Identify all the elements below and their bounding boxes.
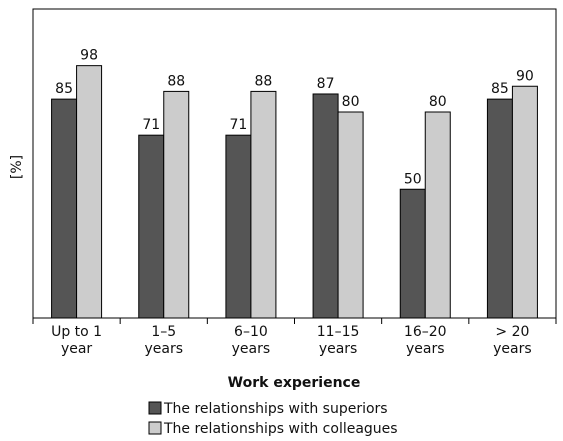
bar-superiors-5 — [486, 98, 513, 319]
data-label: 80 — [342, 94, 360, 110]
y-axis-title: [%] — [9, 155, 25, 179]
data-label: 71 — [142, 117, 160, 133]
bar-superiors-0 — [51, 98, 78, 319]
data-label: 87 — [317, 76, 335, 92]
legend-swatch — [148, 401, 162, 415]
x-tick-label: 1–5 — [151, 324, 176, 340]
data-label: 88 — [167, 73, 185, 89]
data-label: 71 — [230, 117, 248, 133]
bar-superiors-3 — [312, 93, 339, 319]
data-label: 98 — [80, 48, 98, 64]
x-tick-label: 11–15 — [317, 324, 360, 340]
x-tick-label: years — [144, 341, 183, 357]
x-tick-label: > 20 — [495, 324, 529, 340]
x-tick-label: years — [319, 341, 358, 357]
x-tick-label: year — [61, 341, 92, 357]
bar-superiors-1 — [138, 134, 165, 319]
data-label: 85 — [491, 81, 509, 97]
x-tick-label: years — [493, 341, 532, 357]
bar-colleagues-2 — [250, 90, 277, 319]
x-tick-label: years — [406, 341, 445, 357]
data-label: 88 — [255, 73, 273, 89]
data-label: 80 — [429, 94, 447, 110]
plot-frame — [32, 8, 557, 319]
legend: The relationships with superiors The rela… — [148, 401, 398, 437]
bar-colleagues-5 — [511, 85, 538, 319]
data-label: 85 — [55, 81, 73, 97]
bar-colleagues-0 — [76, 65, 103, 319]
x-tick-label: 16–20 — [404, 324, 447, 340]
bar-superiors-4 — [399, 188, 426, 319]
x-tick-label: Up to 1 — [51, 324, 102, 340]
bar-colleagues-4 — [424, 111, 451, 319]
x-tick-label: years — [232, 341, 271, 357]
data-label: 90 — [516, 68, 534, 84]
bar-colleagues-3 — [337, 111, 364, 319]
bar-colleagues-1 — [163, 90, 190, 319]
legend-swatch — [148, 421, 162, 435]
legend-label: The relationships with colleagues — [163, 421, 398, 437]
x-tick-label: 6–10 — [234, 324, 268, 340]
x-axis-title: Work experience — [228, 375, 361, 391]
bar-superiors-2 — [225, 134, 252, 319]
legend-label: The relationships with superiors — [163, 401, 388, 417]
data-label: 50 — [404, 171, 422, 187]
